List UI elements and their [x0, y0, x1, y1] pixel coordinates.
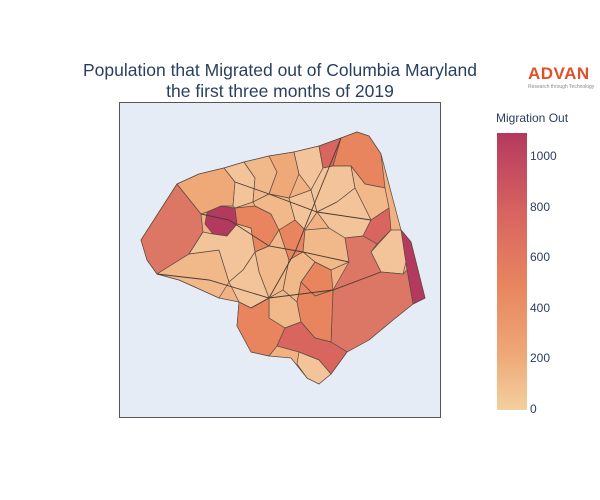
region-south-tip[interactable] — [296, 351, 332, 385]
colorbar-tick-200: 200 — [530, 351, 551, 365]
chart-title-line-2: the first three months of 2019 — [166, 81, 394, 101]
region-south-3[interactable] — [236, 297, 286, 357]
advan-logo: ADVAN Research through Technology — [528, 64, 595, 91]
diagonal-boundary — [250, 137, 342, 309]
colorbar-tick-400: 400 — [530, 301, 551, 315]
colorbar-title: Migration Out — [496, 111, 569, 125]
road-line-3 — [234, 181, 372, 221]
choropleth-map[interactable] — [119, 102, 441, 418]
region-mid-2[interactable] — [288, 189, 318, 231]
colorbar-tick-800: 800 — [530, 200, 551, 214]
region-south-red[interactable] — [276, 321, 348, 375]
map-regions — [140, 131, 426, 385]
colorbar-tick-600: 600 — [530, 250, 551, 264]
colorbar-tick-1000: 1000 — [530, 149, 557, 163]
road-line-2 — [200, 213, 350, 263]
advan-logo-tagline: Research through Technology — [528, 84, 595, 90]
road-line-1 — [156, 271, 382, 299]
region-east-dark-strip[interactable] — [400, 229, 426, 305]
chart-title: Population that Migrated out of Columbia… — [40, 60, 520, 102]
colorbar-gradient — [497, 133, 527, 410]
colorbar-tick-0: 0 — [530, 402, 537, 416]
boundary-lines — [156, 137, 382, 309]
advan-logo-wordmark: ADVAN — [528, 64, 590, 83]
chart-title-line-1: Population that Migrated out of Columbia… — [83, 60, 477, 80]
